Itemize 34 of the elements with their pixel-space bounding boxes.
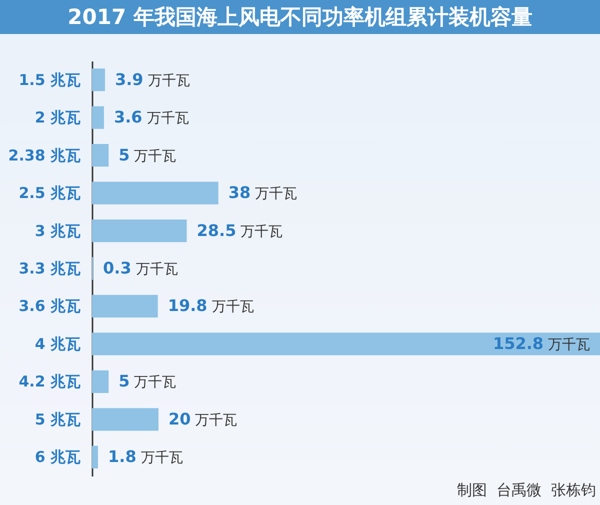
y-tick-label: 6 兆瓦 (34, 448, 80, 466)
data-label: 28.5 万千瓦 (196, 220, 283, 240)
y-tick-label: 1.5 兆瓦 (18, 70, 80, 89)
bar (92, 219, 187, 242)
bar (92, 370, 109, 393)
bar (92, 408, 158, 431)
y-tick-label: 2.38 兆瓦 (8, 146, 80, 164)
y-tick-label: 3 兆瓦 (34, 222, 80, 240)
y-tick-label: 4 兆瓦 (34, 334, 80, 353)
y-tick-label: 3.3 兆瓦 (18, 260, 80, 278)
data-label: 3.9 万千瓦 (114, 70, 190, 89)
data-label: 19.8 万千瓦 (168, 296, 254, 316)
bar (92, 446, 98, 468)
data-label: 1.8 万千瓦 (108, 447, 183, 466)
y-tick-label: 2 兆瓦 (34, 108, 80, 127)
y-tick-label: 5 兆瓦 (34, 410, 80, 428)
y-tick-label: 4.2 兆瓦 (18, 372, 80, 391)
data-label: 152.8 万千瓦 (492, 334, 590, 353)
bar (92, 106, 104, 129)
y-tick-label: 2.5 兆瓦 (18, 184, 80, 202)
data-label: 5 万千瓦 (118, 145, 176, 164)
data-label: 5 万千瓦 (118, 372, 176, 391)
bar (92, 144, 109, 167)
y-tick-label: 3.6 兆瓦 (18, 297, 80, 316)
data-label: 3.6 万千瓦 (114, 108, 189, 127)
bar (92, 68, 105, 92)
bar (92, 332, 600, 356)
bar (92, 182, 218, 204)
data-label: 0.3 万千瓦 (102, 258, 178, 278)
bar (92, 294, 158, 318)
text: 制图 台禹微 张栋钧 (456, 481, 596, 500)
data-label: 20 万千瓦 (168, 409, 238, 428)
data-label: 38 万千瓦 (228, 183, 298, 202)
chart-title: 2017 年我国海上风电不同功率机组累计装机容量 (0, 0, 600, 34)
